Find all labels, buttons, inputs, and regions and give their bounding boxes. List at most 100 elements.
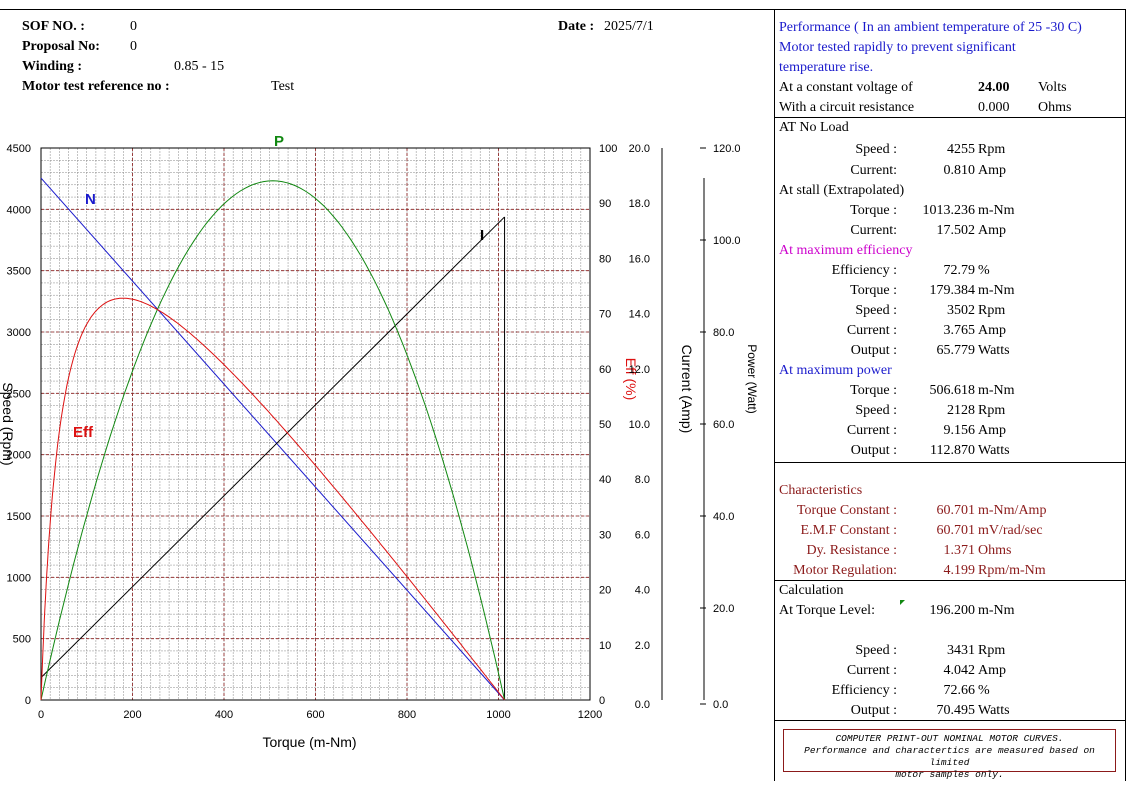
calc-eff-value: 72.66 bbox=[943, 683, 976, 698]
char-tc-value: 60.701 bbox=[936, 503, 976, 518]
maxpow-speed-unit: Rpm bbox=[978, 403, 1006, 418]
char-emf-unit: mV/rad/sec bbox=[978, 523, 1043, 538]
current-tick-label: 20.0 bbox=[629, 143, 650, 155]
noload-current-value: 0.810 bbox=[943, 163, 976, 178]
char-tc-label: Torque Constant : bbox=[796, 503, 897, 518]
maxpow-output-unit: Watts bbox=[978, 443, 1010, 458]
calc-current-value: 4.042 bbox=[943, 663, 976, 678]
voltage-value: 24.00 bbox=[978, 80, 1010, 95]
maxeff-current-label: Current : bbox=[846, 323, 897, 338]
power-tick-label: 60.0 bbox=[713, 419, 734, 431]
ref-value: Test bbox=[271, 79, 295, 94]
plot-frame bbox=[40, 147, 591, 701]
x-tick-label: 200 bbox=[123, 709, 141, 721]
x-axis-label: Torque (m-Nm) bbox=[262, 734, 356, 750]
speed-tick-label: 1000 bbox=[7, 572, 31, 584]
maxpow-output-label: Output : bbox=[850, 443, 897, 458]
maxeff-torque-unit: m-Nm bbox=[978, 283, 1015, 298]
voltage-label: At a constant voltage of bbox=[779, 80, 913, 95]
calc-torque-level-unit: m-Nm bbox=[978, 603, 1015, 618]
maxpow-torque-value: 506.618 bbox=[929, 383, 976, 398]
calc-eff-unit: % bbox=[978, 683, 990, 698]
power-tick-label: 20.0 bbox=[713, 603, 734, 615]
maxeff-speed-value: 3502 bbox=[947, 303, 975, 318]
x-tick-label: 0 bbox=[38, 709, 44, 721]
winding-label: Winding : bbox=[22, 59, 83, 74]
char-tc-unit: m-Nm/Amp bbox=[978, 503, 1047, 518]
maxeff-speed-label: Speed : bbox=[855, 303, 897, 318]
stall-current-label: Current: bbox=[850, 223, 897, 238]
series-label-p: P bbox=[274, 133, 284, 150]
maxeff-eff-label: Efficiency : bbox=[831, 263, 897, 278]
x-tick-label: 1200 bbox=[578, 709, 602, 721]
speed-tick-label: 500 bbox=[13, 634, 31, 646]
speed-curve bbox=[40, 177, 505, 701]
x-tick-label: 800 bbox=[398, 709, 416, 721]
panel-sep-3 bbox=[774, 580, 1126, 581]
calc-output-label: Output : bbox=[850, 703, 897, 718]
efficiency-curve bbox=[40, 297, 505, 701]
maxeff-torque-label: Torque : bbox=[850, 283, 897, 298]
char-dyr-value: 1.371 bbox=[943, 543, 976, 558]
maxeff-current-value: 3.765 bbox=[943, 323, 976, 338]
resistance-value: 0.000 bbox=[978, 100, 1010, 115]
top-border bbox=[0, 9, 1126, 10]
resistance-label: With a circuit resistance bbox=[779, 100, 915, 115]
maxeff-output-value: 65.779 bbox=[936, 343, 976, 358]
right-border bbox=[1125, 9, 1126, 781]
eff-tick-label: 30 bbox=[599, 529, 611, 541]
eff-tick-label: 100 bbox=[599, 143, 617, 155]
disclaimer-line2: Performance and charactertics are measur… bbox=[804, 745, 1095, 768]
eff-tick-label: 90 bbox=[599, 198, 611, 210]
x-tick-label: 600 bbox=[306, 709, 324, 721]
perf-line2: Motor tested rapidly to prevent signific… bbox=[779, 40, 1016, 55]
stall-current-unit: Amp bbox=[978, 223, 1006, 238]
proposal-label: Proposal No: bbox=[22, 39, 100, 54]
noload-speed-label: Speed : bbox=[855, 142, 897, 157]
speed-tick-label: 1500 bbox=[7, 511, 31, 523]
proposal-value: 0 bbox=[130, 39, 137, 54]
calc-torque-level-label: At Torque Level: bbox=[779, 603, 875, 618]
calc-speed-unit: Rpm bbox=[978, 643, 1006, 658]
perf-line3: temperature rise. bbox=[779, 60, 874, 75]
series-label-i: I bbox=[480, 227, 484, 244]
maxpow-torque-unit: m-Nm bbox=[978, 383, 1015, 398]
maxpow-speed-label: Speed : bbox=[855, 403, 897, 418]
char-reg-value: 4.199 bbox=[943, 563, 976, 578]
eff-tick-label: 70 bbox=[599, 309, 611, 321]
current-tick-label: 0.0 bbox=[635, 699, 650, 711]
speed-tick-label: 3500 bbox=[7, 266, 31, 278]
speed-tick-label: 0 bbox=[25, 695, 31, 707]
calc-torque-level-value[interactable]: 196.200 bbox=[929, 603, 976, 618]
eff-tick-label: 10 bbox=[599, 640, 611, 652]
maxeff-output-label: Output : bbox=[850, 343, 897, 358]
panel-divider bbox=[774, 9, 775, 781]
noload-title: AT No Load bbox=[779, 120, 849, 135]
series-label-n: N bbox=[85, 191, 96, 208]
noload-current-label: Current: bbox=[850, 163, 897, 178]
current-tick-label: 6.0 bbox=[635, 529, 650, 541]
power-axis-label: Power (Watt) bbox=[745, 344, 759, 414]
current-tick-label: 10.0 bbox=[629, 419, 650, 431]
noload-current-unit: Amp bbox=[978, 163, 1006, 178]
series-label-eff: Eff bbox=[73, 424, 94, 441]
eff-tick-label: 20 bbox=[599, 585, 611, 597]
char-reg-label: Motor Regulation: bbox=[793, 563, 897, 578]
stall-current-value: 17.502 bbox=[936, 223, 976, 238]
maxeff-eff-unit: % bbox=[978, 263, 990, 278]
panel-sep-2 bbox=[774, 462, 1126, 463]
maxeff-current-unit: Amp bbox=[978, 323, 1006, 338]
current-tick-label: 16.0 bbox=[629, 253, 650, 265]
current-tick-label: 2.0 bbox=[635, 640, 650, 652]
calc-title: Calculation bbox=[779, 583, 844, 598]
maxpow-title: At maximum power bbox=[779, 363, 892, 378]
maxeff-title: At maximum efficiency bbox=[779, 243, 913, 258]
char-reg-unit: Rpm/m-Nm bbox=[978, 563, 1046, 578]
ref-label: Motor test reference no : bbox=[22, 79, 170, 94]
disclaimer-box: COMPUTER PRINT-OUT NOMINAL MOTOR CURVES.… bbox=[783, 729, 1116, 780]
current-axis-label: Current (Amp) bbox=[679, 345, 695, 434]
eff-tick-label: 50 bbox=[599, 419, 611, 431]
maxpow-torque-label: Torque : bbox=[850, 383, 897, 398]
x-tick-label: 1000 bbox=[486, 709, 510, 721]
